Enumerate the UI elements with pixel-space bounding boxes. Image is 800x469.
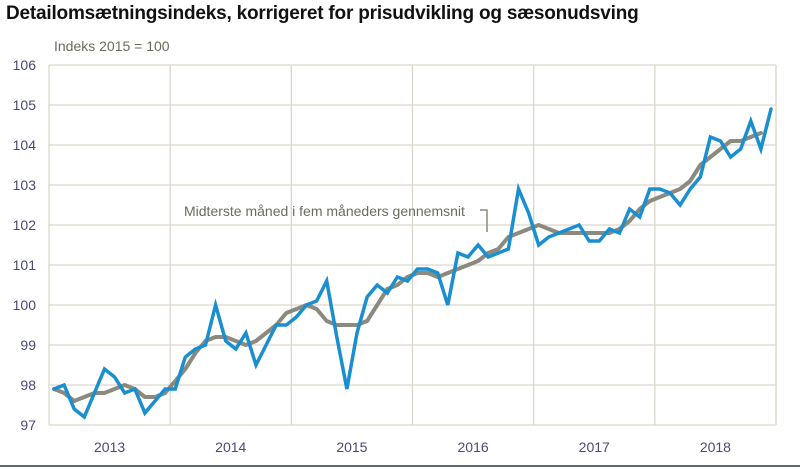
y-tick-label: 97 [20, 417, 36, 433]
y-tick-label: 101 [13, 257, 37, 273]
y-axis-ticks: 97 98 99 100 101 102 103 104 105 106 [13, 57, 37, 433]
bottom-rule [0, 465, 800, 467]
y-tick-label: 102 [13, 217, 37, 233]
annotation: Midterste måned i fem måneders gennemsni… [184, 203, 488, 232]
chart-title: Detailomsætningsindeks, korrigeret for p… [6, 3, 639, 24]
index-line [52, 107, 773, 420]
x-tick-label: 2013 [94, 439, 125, 455]
x-tick-label: 2014 [215, 439, 246, 455]
annotation-leader-line [480, 209, 488, 232]
x-tick-label: 2018 [700, 439, 731, 455]
y-tick-label: 106 [13, 57, 37, 73]
x-tick-label: 2015 [336, 439, 367, 455]
y-tick-label: 100 [13, 297, 37, 313]
x-tick-label: 2016 [458, 439, 489, 455]
y-tick-label: 98 [20, 377, 36, 393]
x-tick-label: 2017 [579, 439, 610, 455]
x-axis-ticks: 2013 2014 2015 2016 2017 2018 [94, 439, 731, 455]
annotation-label: Midterste måned i fem måneders gennemsni… [184, 203, 465, 219]
y-tick-label: 105 [13, 97, 37, 113]
y-tick-label: 103 [13, 177, 37, 193]
y-axis-unit-label: Indeks 2015 = 100 [54, 38, 170, 54]
y-tick-label: 104 [13, 137, 37, 153]
y-tick-label: 99 [20, 337, 36, 353]
grid [48, 64, 777, 426]
